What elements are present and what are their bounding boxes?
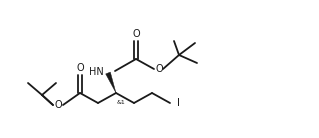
Text: &1: &1 bbox=[117, 100, 126, 105]
Text: O: O bbox=[76, 63, 84, 73]
Text: O: O bbox=[54, 100, 62, 110]
Polygon shape bbox=[106, 72, 116, 93]
Text: I: I bbox=[177, 98, 180, 108]
Text: HN: HN bbox=[89, 67, 103, 77]
Text: O: O bbox=[155, 64, 163, 74]
Text: O: O bbox=[132, 29, 140, 39]
